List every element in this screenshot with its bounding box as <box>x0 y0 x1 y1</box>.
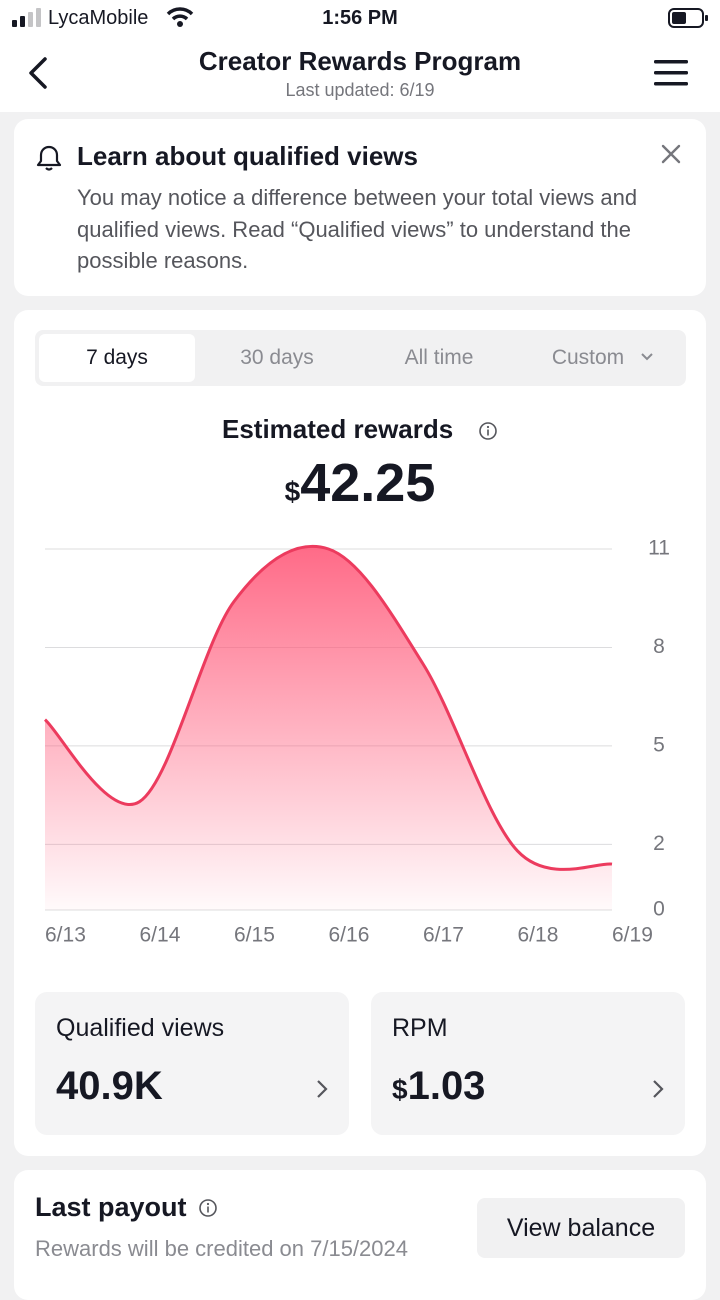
battery-icon <box>668 8 708 28</box>
y-tick-label: 5 <box>653 733 665 756</box>
page-subtitle: Last updated: 6/19 <box>285 80 435 100</box>
view-balance-button[interactable]: View balance <box>477 1198 685 1258</box>
line <box>43 544 613 871</box>
area <box>45 546 612 910</box>
stat-label: RPM <box>392 1014 448 1042</box>
page-title: Creator Rewards Program <box>198 46 522 76</box>
menu-button[interactable] <box>654 58 690 88</box>
clock: 1:56 PM <box>322 7 398 29</box>
x-tick-label: 6/14 <box>140 924 181 947</box>
stat-value: $1.03 <box>392 1064 485 1109</box>
signal-icon <box>12 8 41 27</box>
y-tick-label: 0 <box>653 898 665 921</box>
amount: 42.25 <box>300 453 436 513</box>
dropdown-icon <box>641 353 653 361</box>
stat-card[interactable]: RPM $1.03 <box>371 992 685 1135</box>
y-tick-label: 2 <box>653 832 665 855</box>
tab[interactable]: 30 days <box>240 346 314 369</box>
amount: 1.03 <box>407 1064 486 1108</box>
currency: $ <box>392 1074 408 1105</box>
stat-label: Qualified views <box>56 1014 225 1042</box>
currency: $ <box>284 476 301 507</box>
y-tick-label: 8 <box>653 635 665 658</box>
x-tick-label: 6/13 <box>45 924 86 947</box>
back-button[interactable] <box>26 56 50 90</box>
bell-icon <box>36 145 62 171</box>
notice-card: Learn about qualified views You may noti… <box>14 119 706 296</box>
y-tick-label: 11 <box>648 537 670 560</box>
top-bar: LycaMobile 1:56 PM Creator Rewards Progr… <box>0 0 720 112</box>
rewards-label: Estimated rewards <box>222 414 454 444</box>
chart: 0 2 5 8 11 6/13 6/14 6/15 6/16 6/17 6/18 6/19 <box>43 537 670 947</box>
info-icon[interactable] <box>198 1198 218 1218</box>
payout-card: Last payout Rewards will be credited on … <box>14 1170 706 1300</box>
tab[interactable]: Custom <box>551 346 625 369</box>
x-tick-label: 6/16 <box>329 924 370 947</box>
x-tick-label: 6/15 <box>234 924 275 947</box>
x-tick-label: 6/18 <box>518 924 559 947</box>
stat-value: 40.9K <box>56 1064 163 1108</box>
x-tick-label: 6/19 <box>612 924 653 947</box>
close-button[interactable] <box>660 143 682 165</box>
payout-note: Rewards will be credited on 7/15/2024 <box>35 1236 409 1261</box>
tab[interactable]: 7 days <box>39 334 195 382</box>
tab[interactable]: All time <box>404 346 474 369</box>
notice-title: Learn about qualified views <box>77 141 418 171</box>
payout-title: Last payout <box>35 1192 187 1222</box>
rewards-amount: $42.25 <box>0 452 720 514</box>
info-icon[interactable] <box>478 421 498 441</box>
chevron <box>653 1080 664 1098</box>
wifi-icon <box>166 7 194 27</box>
notice-body: You may notice a difference between your… <box>77 185 638 273</box>
x-tick-label: 6/17 <box>423 924 464 947</box>
chevron <box>317 1080 328 1098</box>
stat-card[interactable]: Qualified views 40.9K <box>35 992 349 1135</box>
carrier: LycaMobile <box>48 7 149 29</box>
